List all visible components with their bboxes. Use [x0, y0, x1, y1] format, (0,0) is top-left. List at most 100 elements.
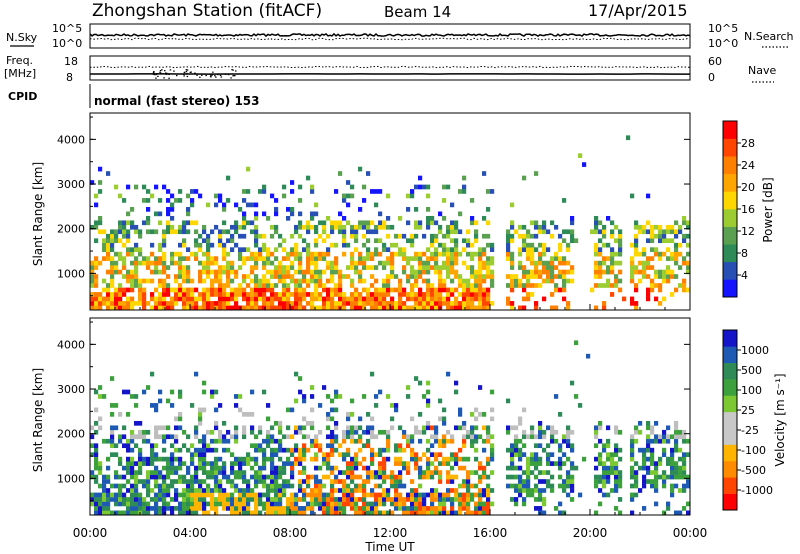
heatmap-cell [374, 301, 379, 306]
heatmap-cell [542, 434, 547, 440]
heatmap-cell [178, 492, 183, 498]
heatmap-cell [126, 488, 131, 493]
heatmap-cell [538, 251, 543, 257]
heatmap-cell [526, 229, 531, 235]
heatmap-cell [634, 429, 639, 435]
heatmap-cell [278, 265, 283, 270]
heatmap-cell [334, 425, 339, 431]
heatmap-cell [402, 292, 407, 297]
heatmap-cell [182, 429, 187, 435]
heatmap-cell [90, 470, 95, 475]
heatmap-cell [466, 238, 471, 244]
heatmap-cell [682, 465, 687, 471]
heatmap-cell [658, 438, 663, 444]
heatmap-cell [258, 296, 263, 302]
heatmap-cell [206, 256, 211, 261]
heatmap-cell [302, 269, 307, 275]
heatmap-cell [162, 287, 167, 293]
heatmap-cell [538, 224, 543, 230]
heatmap-cell [114, 260, 119, 266]
heatmap-cell [202, 229, 207, 235]
heatmap-cell [266, 438, 271, 444]
heatmap-cell [658, 224, 663, 230]
heatmap-cell [354, 269, 359, 275]
heatmap-cell [106, 510, 111, 516]
heatmap-cell [538, 425, 543, 431]
heatmap-cell [330, 301, 335, 306]
heatmap-cell [126, 233, 131, 239]
heatmap-cell [298, 506, 303, 511]
heatmap-cell [254, 211, 259, 217]
heatmap-cell [442, 420, 447, 426]
heatmap-cell [398, 506, 403, 511]
heatmap-cell [118, 497, 123, 502]
heatmap-cell [522, 434, 527, 440]
heatmap-cell [210, 394, 215, 399]
heatmap-cell [242, 456, 247, 462]
heatmap-cell [266, 497, 271, 502]
heatmap-cell [310, 278, 315, 284]
heatmap-cell [306, 175, 311, 181]
heatmap-cell [342, 479, 347, 484]
heatmap-cell [318, 256, 323, 261]
heatmap-cell [298, 470, 303, 475]
heatmap-cell [558, 447, 563, 453]
heatmap-cell [650, 447, 655, 453]
heatmap-cell [98, 180, 103, 185]
heatmap-cell [346, 447, 351, 453]
heatmap-cell [286, 506, 291, 511]
heatmap-cell [134, 434, 139, 440]
heatmap-cell [150, 305, 155, 311]
heatmap-cell [226, 501, 231, 507]
heatmap-cell [546, 483, 551, 489]
heatmap-cell [682, 434, 687, 440]
heatmap-cell [334, 220, 339, 226]
heatmap-cell [406, 394, 411, 399]
heatmap-cell [630, 242, 635, 248]
heatmap-cell [466, 305, 471, 311]
heatmap-cell [646, 434, 651, 440]
heatmap-cell [682, 483, 687, 489]
heatmap-cell [182, 224, 187, 230]
heatmap-cell [282, 301, 287, 306]
heatmap-cell [126, 211, 131, 217]
heatmap-cell [490, 274, 495, 279]
heatmap-cell [154, 256, 159, 261]
heatmap-cell [438, 452, 443, 457]
heatmap-cell [130, 394, 135, 399]
heatmap-cell [458, 229, 463, 235]
heatmap-cell [474, 456, 479, 462]
heatmap-cell [658, 269, 663, 275]
heatmap-cell [614, 479, 619, 484]
heatmap-cell [478, 510, 483, 516]
heatmap-cell [510, 238, 515, 244]
heatmap-cell [274, 256, 279, 261]
heatmap-cell [194, 479, 199, 484]
heatmap-cell [218, 305, 223, 311]
heatmap-cell [558, 247, 563, 252]
heatmap-cell [362, 287, 367, 293]
heatmap-cell [338, 269, 343, 275]
heatmap-cell [634, 461, 639, 466]
heatmap-cell [254, 501, 259, 507]
heatmap-cell [102, 497, 107, 502]
heatmap-cell [438, 474, 443, 480]
ytick-label: 1000 [57, 267, 85, 280]
heatmap-cell [482, 474, 487, 480]
heatmap-cell [206, 296, 211, 302]
heatmap-cell [482, 265, 487, 270]
nave-dip-dot [205, 74, 207, 77]
heatmap-cell [322, 501, 327, 507]
heatmap-cell [542, 510, 547, 516]
heatmap-cell [206, 202, 211, 208]
heatmap-cell [382, 301, 387, 306]
heatmap-cell [218, 229, 223, 235]
heatmap-cell [398, 492, 403, 498]
heatmap-cell [166, 488, 171, 493]
heatmap-cell [190, 443, 195, 449]
heatmap-cell [358, 425, 363, 431]
heatmap-cell [298, 198, 303, 203]
heatmap-cell [234, 470, 239, 475]
heatmap-cell [438, 497, 443, 502]
nave-trace [89, 65, 690, 69]
